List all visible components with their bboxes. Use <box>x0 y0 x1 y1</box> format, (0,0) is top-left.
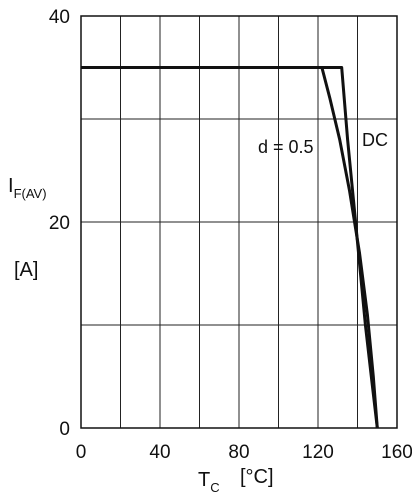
y-axis-unit: [A] <box>14 259 38 281</box>
x-axis-label-main: T <box>198 469 210 491</box>
y-axis-label-sub: F(AV) <box>14 186 47 201</box>
svg-text:IF(AV): IF(AV) <box>8 175 47 201</box>
tick-layer: 0 40 80 120 160 0 20 40 <box>49 7 412 463</box>
y-tick-label: 40 <box>49 7 70 28</box>
x-tick-label: 0 <box>76 442 87 463</box>
series-label-dc: DC <box>362 130 388 150</box>
x-axis-unit: [°C] <box>240 466 274 488</box>
x-tick-label: 80 <box>228 442 249 463</box>
x-axis-label-sub: C <box>210 480 219 495</box>
x-axis-label: TC [°C] <box>198 466 274 495</box>
x-tick-label: 160 <box>381 442 412 463</box>
svg-text:TC: TC <box>198 469 220 495</box>
y-tick-label: 0 <box>59 419 70 440</box>
series-layer <box>81 66 379 429</box>
y-axis-label: IF(AV) [A] <box>8 175 47 281</box>
series-line-d05 <box>81 66 379 429</box>
x-tick-label: 120 <box>302 442 334 463</box>
plot-frame <box>80 15 398 429</box>
series-label-d05: d = 0.5 <box>258 137 314 157</box>
y-tick-label: 20 <box>49 213 70 234</box>
x-tick-label: 40 <box>149 442 170 463</box>
y-axis-label-main: I <box>8 175 14 197</box>
grid-layer <box>80 15 398 429</box>
series-line-dc <box>81 66 379 429</box>
